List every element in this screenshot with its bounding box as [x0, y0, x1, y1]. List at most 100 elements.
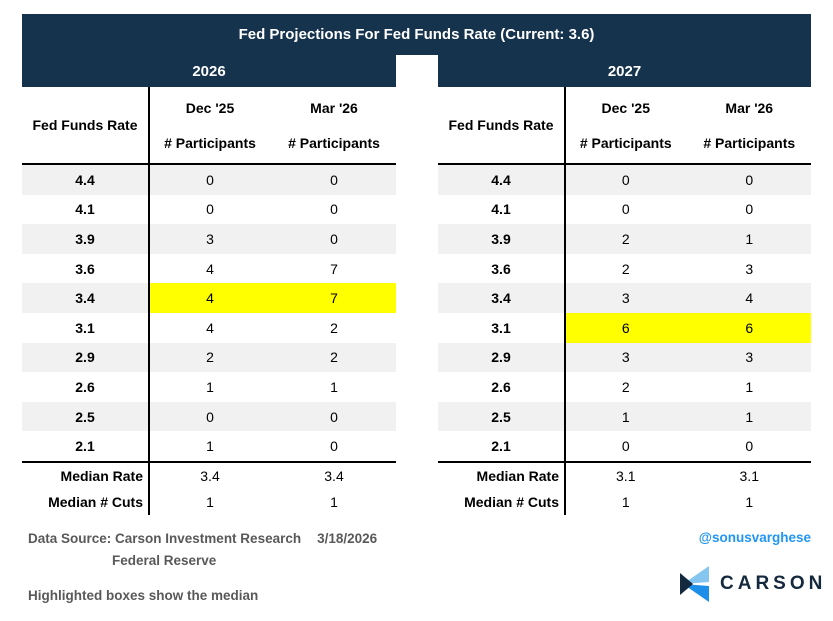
period-label: Dec '25 — [185, 100, 235, 116]
participants-label: # Participants — [288, 135, 380, 151]
page-title: Fed Projections For Fed Funds Rate (Curr… — [22, 14, 811, 55]
participants-cell: 3 — [621, 290, 630, 307]
column-divider-line — [564, 87, 566, 515]
participants-cell: 0 — [206, 408, 214, 425]
participants-cell: 0 — [206, 201, 214, 218]
rate-cell: 2.5 — [491, 408, 511, 425]
participants-cell: 6 — [564, 313, 688, 343]
highlight-note: Highlighted boxes show the median — [28, 588, 259, 603]
rate-cell: 3.6 — [75, 260, 95, 277]
median-section: Median Rate 3.4 3.4 Median # Cuts 1 1 — [22, 461, 396, 515]
carson-logo: CARSON — [680, 565, 826, 603]
median-rate-row: Median Rate 3.4 3.4 — [22, 463, 396, 489]
dec25-column-header: Dec '25 # Participants — [564, 87, 688, 163]
rate-cell: 4.4 — [491, 171, 511, 188]
table-row: 2.5 0 0 — [22, 401, 396, 432]
period-label: Mar '26 — [310, 100, 358, 116]
median-rate-label: Median Rate — [476, 468, 559, 484]
table-row: 2.9 2 2 — [22, 342, 396, 373]
participants-cell: 4 — [206, 319, 214, 336]
rate-column-header: Fed Funds Rate — [448, 117, 554, 133]
rate-cell: 2.1 — [75, 438, 95, 455]
participants-cell: 3 — [621, 349, 630, 366]
mar26-column-header: Mar '26 # Participants — [688, 87, 812, 163]
participants-cell: 0 — [330, 408, 338, 425]
rate-cell: 3.1 — [75, 319, 95, 336]
participants-cell: 4 — [206, 260, 214, 277]
table-2026: Fed Funds Rate Dec '25 # Participants Ma… — [22, 87, 396, 515]
rate-cell: 3.1 — [491, 319, 511, 336]
median-cuts-value: 1 — [330, 494, 338, 510]
rate-cell: 2.6 — [491, 378, 511, 395]
mar26-column-header: Mar '26 # Participants — [272, 87, 396, 163]
median-section: Median Rate 3.1 3.1 Median # Cuts 1 1 — [438, 461, 811, 515]
participants-label: # Participants — [164, 135, 256, 151]
table-row: 3.1 6 6 — [438, 313, 811, 343]
table-row: 3.6 4 7 — [22, 254, 396, 284]
median-rate-value: 3.4 — [324, 468, 344, 484]
table-row: 3.4 4 7 — [22, 283, 396, 313]
participants-cell: 0 — [206, 171, 214, 188]
participants-cell: 1 — [745, 408, 754, 425]
median-cuts-label: Median # Cuts — [464, 494, 559, 510]
table-body: 4.4 0 0 4.1 0 0 3.9 2 1 3.6 2 3 3.4 3 4 3.1 6 6 2.9 3 3 2.6 2 1… — [438, 165, 811, 461]
dec25-column-header: Dec '25 # Participants — [148, 87, 272, 163]
median-cuts-label: Median # Cuts — [48, 494, 143, 510]
rate-column-header: Fed Funds Rate — [32, 117, 138, 133]
participants-cell: 2 — [330, 319, 338, 336]
median-rate-value: 3.1 — [739, 468, 759, 484]
rate-cell: 3.4 — [491, 290, 511, 307]
table-row: 4.4 0 0 — [438, 165, 811, 195]
table-row: 3.1 4 2 — [22, 313, 396, 343]
rate-cell: 3.6 — [491, 260, 511, 277]
participants-cell: 6 — [687, 313, 811, 343]
median-cuts-value: 1 — [206, 494, 214, 510]
rate-cell: 4.1 — [75, 201, 95, 218]
participants-cell: 0 — [745, 438, 754, 455]
participants-cell: 7 — [272, 283, 396, 313]
rate-cell: 2.6 — [75, 378, 95, 395]
participants-cell: 2 — [621, 378, 630, 395]
participants-cell: 0 — [330, 171, 338, 188]
data-source-org: Federal Reserve — [112, 553, 217, 568]
participants-cell: 7 — [330, 260, 338, 277]
rate-cell: 2.5 — [75, 408, 95, 425]
table-row: 2.6 2 1 — [438, 372, 811, 402]
participants-cell: 0 — [621, 171, 630, 188]
rate-cell: 4.1 — [491, 201, 511, 218]
participants-cell: 1 — [206, 378, 214, 395]
rate-cell: 2.9 — [75, 349, 95, 366]
rate-cell: 3.9 — [75, 230, 95, 247]
table-row: 2.5 1 1 — [438, 401, 811, 432]
rate-cell: 2.9 — [491, 349, 511, 366]
rate-cell: 4.4 — [75, 171, 95, 188]
participants-cell: 2 — [621, 230, 630, 247]
carson-logo-icon — [680, 566, 709, 602]
participants-cell: 2 — [206, 349, 214, 366]
median-rate-value: 3.1 — [616, 468, 636, 484]
participants-cell: 3 — [745, 349, 754, 366]
year-header-2026: 2026 — [22, 55, 396, 87]
table-row: 2.9 3 3 — [438, 342, 811, 373]
table-row: 3.9 3 0 — [22, 224, 396, 254]
rate-cell: 2.1 — [491, 438, 511, 455]
participants-label: # Participants — [579, 135, 672, 151]
data-source-label: Data Source: Carson Investment Research — [28, 531, 302, 546]
participants-cell: 0 — [330, 438, 338, 455]
table-header: Fed Funds Rate Dec '25 # Participants Ma… — [22, 87, 396, 165]
participants-cell: 1 — [206, 438, 214, 455]
participants-cell: 1 — [621, 408, 630, 425]
data-source-date: 3/18/2026 — [317, 531, 378, 546]
table-body: 4.4 0 0 4.1 0 0 3.9 3 0 3.6 4 7 3.4 4 7 3.1 4 2 2.9 2 2 2.6 1 1… — [22, 165, 396, 461]
participants-cell: 1 — [745, 230, 754, 247]
median-cuts-value: 1 — [621, 494, 630, 510]
table-row: 3.9 2 1 — [438, 224, 811, 254]
participants-cell: 3 — [206, 230, 214, 247]
period-label: Mar '26 — [725, 100, 774, 116]
participants-cell: 0 — [621, 201, 630, 218]
median-rate-row: Median Rate 3.1 3.1 — [438, 463, 811, 489]
year-header-2027: 2027 — [438, 55, 811, 87]
table-row: 4.4 0 0 — [22, 165, 396, 195]
participants-cell: 4 — [745, 290, 754, 307]
